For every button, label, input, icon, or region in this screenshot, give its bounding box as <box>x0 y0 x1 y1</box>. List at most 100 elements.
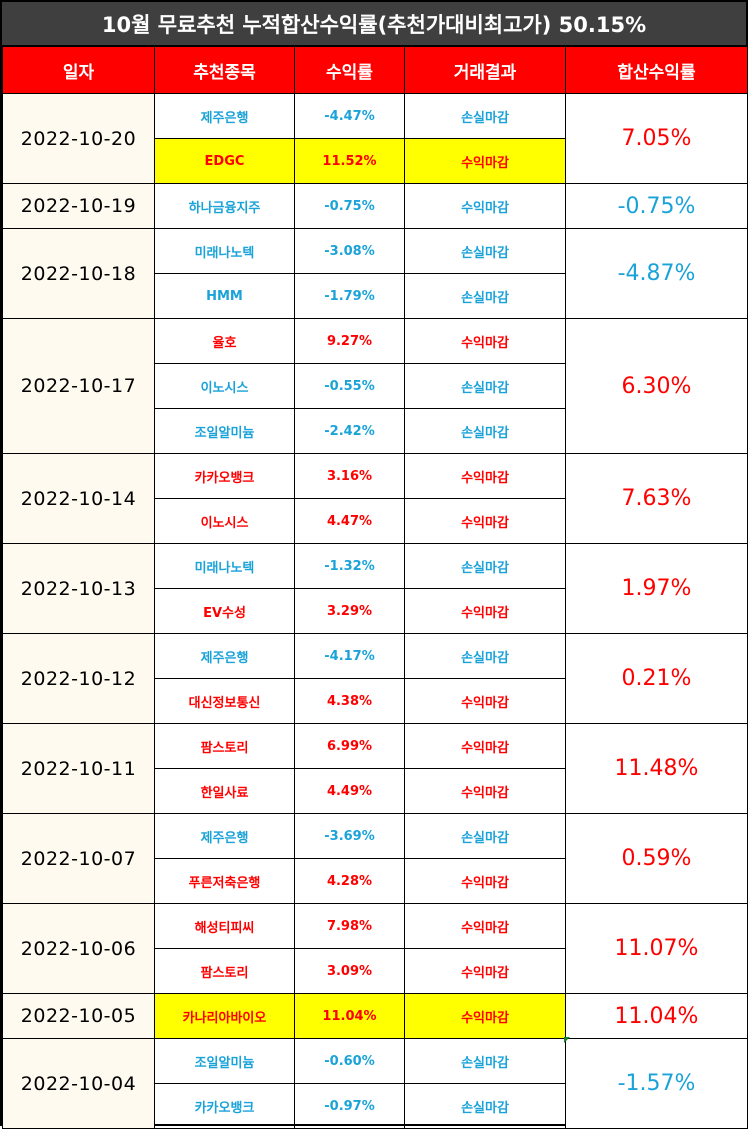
result-cell: 수익마감 <box>404 453 566 499</box>
total-return-cell: 7.63% <box>565 453 748 544</box>
total-return-cell: 11.07% <box>565 903 748 994</box>
cell-corner-marker <box>564 1037 570 1043</box>
stock-name-cell: 해성티피씨 <box>154 903 295 949</box>
result-cell: 손실마감 <box>404 273 566 319</box>
result-cell: 수익마감 <box>404 138 566 184</box>
header-result: 거래결과 <box>404 46 566 94</box>
rate-cell: 11.52% <box>294 138 405 184</box>
stock-name-cell: 카나리아바이오 <box>154 993 295 1039</box>
table-row: 2022-10-05 카나리아바이오 11.04% 수익마감 11.04% <box>2 993 748 1039</box>
date-cell: 2022-10-07 <box>2 813 155 904</box>
stock-name-cell: 푸른저축은행 <box>154 858 295 904</box>
total-return-cell: 0.21% <box>565 633 748 724</box>
table-row: 카카오뱅크 -0.97% 손실마감 <box>3 1083 748 1129</box>
rate-cell: 3.16% <box>294 453 405 499</box>
date-cell: 2022-10-20 <box>2 93 155 184</box>
result-cell: 손실마감 <box>404 1038 566 1084</box>
rate-cell: -4.47% <box>294 93 405 139</box>
result-cell: 손실마감 <box>404 1083 566 1129</box>
table-row: 대신정보통신 4.38% 수익마감 <box>3 678 748 724</box>
table-header-row: 일자 추천종목 수익률 거래결과 합산수익률 <box>2 46 748 94</box>
result-cell: 수익마감 <box>404 498 566 544</box>
date-cell: 2022-10-11 <box>2 723 155 814</box>
rate-cell: -4.17% <box>294 633 405 679</box>
table-row: EDGC 11.52% 수익마감 <box>3 138 748 184</box>
table-row: 푸른저축은행 4.28% 수익마감 <box>3 858 748 904</box>
rate-cell: 3.29% <box>294 588 405 634</box>
table-row: 2022-10-11 팜스토리 6.99% 수익마감 11.48% <box>2 723 748 814</box>
table-row: 2022-10-12 제주은행 -4.17% 손실마감 0.21% <box>2 633 748 724</box>
stock-name-cell: HMM <box>154 273 295 319</box>
date-cell: 2022-10-18 <box>2 228 155 319</box>
total-return-cell: 7.05% <box>565 93 748 184</box>
stock-name-cell: 카카오뱅크 <box>154 1083 295 1129</box>
result-cell: 손실마감 <box>404 228 566 274</box>
returns-table: 일자 추천종목 수익률 거래결과 합산수익률 2022-10-20 제주은행 -4.… <box>2 46 748 1129</box>
stock-name-cell: 이노시스 <box>154 498 295 544</box>
table-row: 2022-10-18 미래나노텍 -3.08% 손실마감 -4.87% <box>2 228 748 319</box>
result-cell: 수익마감 <box>404 678 566 724</box>
stock-name-cell: 팜스토리 <box>154 723 295 769</box>
date-cell: 2022-10-05 <box>2 993 155 1039</box>
stock-name-cell: 미래나노텍 <box>154 228 295 274</box>
date-cell: 2022-10-17 <box>2 318 155 454</box>
stock-name-cell: 제주은행 <box>154 813 295 859</box>
table-row: 2022-10-04 조일알미늄 -0.60% 손실마감 -1.57% <box>2 1038 748 1129</box>
table-body: 2022-10-20 제주은행 -4.47% 손실마감 7.05% EDGC 11.52% 수… <box>2 93 748 1129</box>
rate-cell: 7.98% <box>294 903 405 949</box>
result-cell: 수익마감 <box>404 948 566 994</box>
total-return-cell: -0.75% <box>565 183 748 229</box>
stock-name-cell: 미래나노텍 <box>154 543 295 589</box>
table-row: 2022-10-13 미래나노텍 -1.32% 손실마감 1.97% <box>2 543 748 634</box>
result-cell: 손실마감 <box>404 813 566 859</box>
result-cell: 수익마감 <box>404 588 566 634</box>
stock-name-cell: 대신정보통신 <box>154 678 295 724</box>
rate-cell: -1.79% <box>294 273 405 319</box>
result-cell: 손실마감 <box>404 543 566 589</box>
total-return-cell: 0.59% <box>565 813 748 904</box>
rate-cell: 4.28% <box>294 858 405 904</box>
result-cell: 수익마감 <box>404 183 566 229</box>
stock-name-cell: 율호 <box>154 318 295 364</box>
rate-cell: -3.69% <box>294 813 405 859</box>
total-return-cell: -4.87% <box>565 228 748 319</box>
total-return-cell: 11.48% <box>565 723 748 814</box>
stock-name-cell: 제주은행 <box>154 633 295 679</box>
table-row: 2022-10-20 제주은행 -4.47% 손실마감 7.05% <box>2 93 748 184</box>
table-row: EV수성 3.29% 수익마감 <box>3 588 748 634</box>
date-cell: 2022-10-06 <box>2 903 155 994</box>
total-return-cell: 11.04% <box>565 993 748 1039</box>
total-return-cell: -1.57% <box>565 1038 748 1129</box>
rate-cell: -1.32% <box>294 543 405 589</box>
rate-cell: 6.99% <box>294 723 405 769</box>
rate-cell: -0.60% <box>294 1038 405 1084</box>
result-cell: 수익마감 <box>404 858 566 904</box>
rate-cell: 11.04% <box>294 993 405 1039</box>
table-row: HMM -1.79% 손실마감 <box>3 273 748 319</box>
rate-cell: -0.97% <box>294 1083 405 1129</box>
table-row: 2022-10-14 카카오뱅크 3.16% 수익마감 7.63% <box>2 453 748 544</box>
header-total: 합산수익률 <box>565 46 748 94</box>
table-row: 2022-10-07 제주은행 -3.69% 손실마감 0.59% <box>2 813 748 904</box>
table-row: 2022-10-19 하나금융지주 -0.75% 수익마감 -0.75% <box>2 183 748 229</box>
stock-name-cell: 조일알미늄 <box>154 408 295 454</box>
stock-name-cell: 제주은행 <box>154 93 295 139</box>
rate-cell: 4.38% <box>294 678 405 724</box>
stock-name-cell: 한일사료 <box>154 768 295 814</box>
table-row: 이노시스 4.47% 수익마감 <box>3 498 748 544</box>
stock-name-cell: 이노시스 <box>154 363 295 409</box>
stock-name-cell: 하나금융지주 <box>154 183 295 229</box>
result-cell: 손실마감 <box>404 408 566 454</box>
stock-name-cell: EV수성 <box>154 588 295 634</box>
rate-cell: -2.42% <box>294 408 405 454</box>
stock-name-cell: 카카오뱅크 <box>154 453 295 499</box>
stock-name-cell: EDGC <box>154 138 295 184</box>
rate-cell: 9.27% <box>294 318 405 364</box>
result-cell: 수익마감 <box>404 318 566 364</box>
result-cell: 수익마감 <box>404 903 566 949</box>
result-cell: 손실마감 <box>404 93 566 139</box>
rate-cell: -0.55% <box>294 363 405 409</box>
date-cell: 2022-10-14 <box>2 453 155 544</box>
header-date: 일자 <box>2 46 155 94</box>
